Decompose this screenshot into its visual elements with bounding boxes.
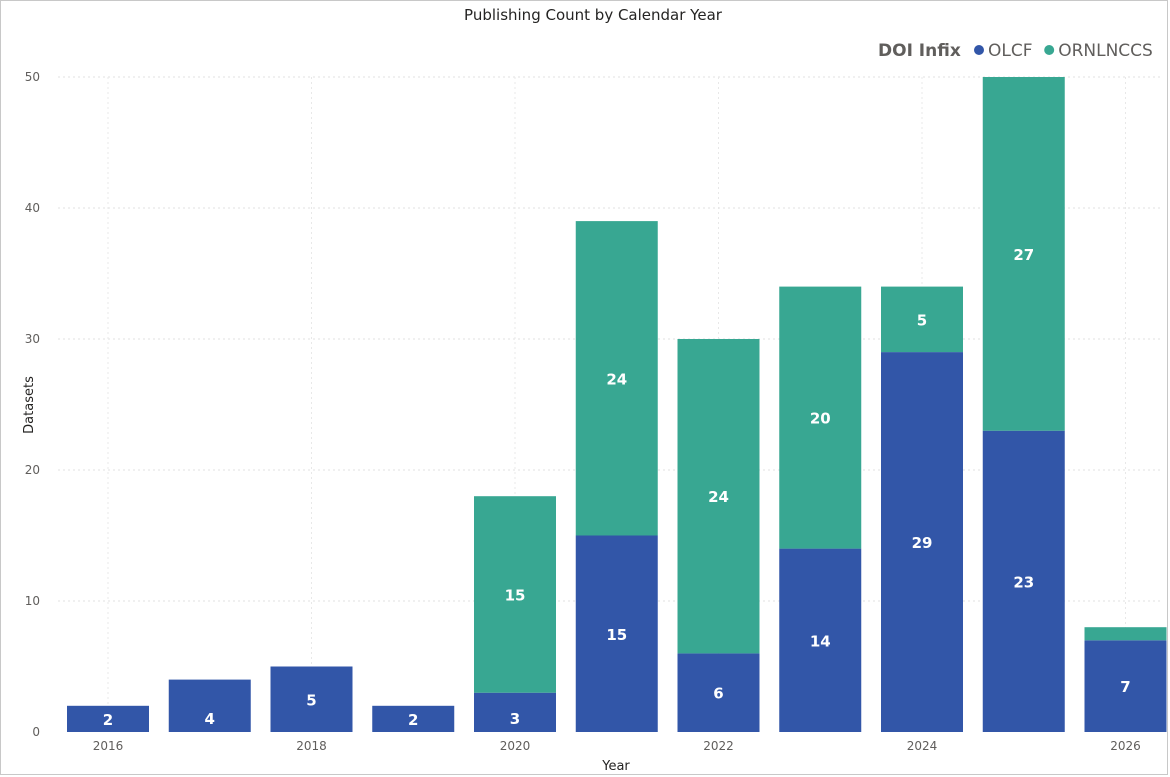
data-label-ornlnccs-2021: 24	[606, 370, 627, 388]
legend-title: DOI Infix	[878, 41, 961, 61]
y-tick-label: 10	[25, 594, 40, 608]
data-label-olcf-2024: 29	[912, 534, 933, 552]
data-label-ornlnccs-2020: 15	[505, 586, 526, 604]
bar-olcf-2025	[982, 430, 1065, 732]
bar-ornlnccs-2020	[474, 496, 556, 693]
x-axis-ticks: 2016 2018 2020 2022 2024 2026	[93, 739, 1141, 753]
y-tick-label: 0	[32, 725, 40, 739]
bar-olcf-2021	[575, 535, 658, 732]
bars	[67, 77, 1167, 732]
legend: DOI Infix OLCF ORNLNCCS	[878, 41, 1153, 61]
x-tick-label: 2018	[296, 739, 327, 753]
data-label-olcf-2023: 14	[810, 632, 831, 650]
chart-title: Publishing Count by Calendar Year	[464, 6, 723, 24]
data-label-olcf-2025: 23	[1013, 573, 1034, 591]
legend-marker-ornlnccs	[1044, 45, 1055, 55]
data-label-olcf-2020: 3	[510, 710, 520, 728]
y-axis-title: Datasets	[22, 376, 37, 434]
data-label-olcf-2021: 15	[606, 626, 627, 644]
bar-olcf-2020	[474, 692, 556, 732]
bar-ornlnccs-2022	[677, 339, 760, 654]
x-tick-label: 2016	[93, 739, 124, 753]
y-tick-label: 50	[25, 70, 40, 84]
bar-olcf-2019	[372, 705, 455, 732]
y-tick-label: 40	[25, 201, 40, 215]
bar-ornlnccs-2026	[1084, 627, 1167, 641]
bar-olcf-2024	[881, 352, 963, 732]
data-label-olcf-2018: 5	[306, 691, 316, 709]
bar-ornlnccs-2021	[575, 221, 658, 536]
data-label-ornlnccs-2023: 20	[810, 410, 831, 428]
legend-label-olcf: OLCF	[988, 41, 1033, 61]
bar-olcf-2016	[67, 705, 149, 732]
x-tick-label: 2024	[907, 739, 938, 753]
data-label-ornlnccs-2024: 5	[917, 311, 927, 329]
x-tick-label: 2020	[500, 739, 531, 753]
bar-olcf-2023	[779, 548, 862, 732]
data-label-olcf-2017: 4	[205, 710, 215, 728]
data-label-olcf-2022: 6	[713, 685, 723, 703]
data-label-ornlnccs-2025: 27	[1013, 246, 1034, 264]
bar-olcf-2018	[270, 666, 353, 732]
data-label-olcf-2026: 7	[1120, 678, 1130, 696]
x-axis-title: Year	[601, 759, 630, 774]
legend-marker-olcf	[974, 45, 984, 55]
bar-ornlnccs-2024	[881, 286, 963, 353]
x-tick-label: 2022	[703, 739, 734, 753]
x-tick-label: 2026	[1110, 739, 1141, 753]
y-tick-label: 30	[25, 332, 40, 346]
bar-olcf-2017	[168, 679, 251, 732]
legend-label-ornlnccs: ORNLNCCS	[1058, 41, 1153, 61]
data-label-olcf-2016: 2	[103, 711, 113, 729]
bar-ornlnccs-2025	[982, 77, 1065, 431]
bar-ornlnccs-2023	[779, 286, 862, 549]
data-label-ornlnccs-2022: 24	[708, 488, 729, 506]
bar-olcf-2022	[677, 653, 760, 732]
y-axis-ticks: 0 10 20 30 40 50	[25, 70, 40, 739]
data-label-olcf-2019: 2	[408, 711, 418, 729]
bar-olcf-2026	[1084, 640, 1167, 732]
y-tick-label: 20	[25, 463, 40, 477]
